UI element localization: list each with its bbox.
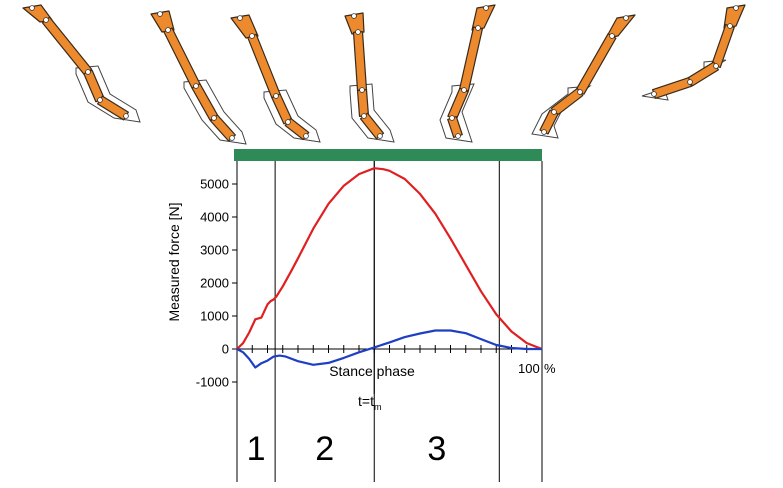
limb-pose: [150, 10, 247, 145]
joint-marker: [461, 87, 467, 93]
limb-bone: [352, 31, 368, 91]
skin-outline: [75, 65, 141, 123]
joint-marker: [733, 5, 739, 11]
stance-phase-bar: [234, 149, 542, 161]
scapula-bone: [230, 14, 259, 39]
scapula-bone: [723, 4, 746, 29]
joint-marker: [237, 15, 243, 21]
limb-bone: [83, 69, 105, 103]
scapula-bone: [605, 14, 636, 39]
joint-marker: [377, 133, 383, 139]
limb-bone: [356, 89, 370, 117]
joint-marker: [157, 11, 163, 17]
limb-bone: [575, 33, 617, 95]
limb-bone: [651, 77, 693, 99]
red-force-series: [236, 167, 543, 351]
limb-illustrations: [22, 4, 746, 145]
joint-marker: [85, 69, 91, 75]
joint-marker: [623, 15, 629, 21]
y-axis-label: Measured force [N]: [166, 202, 182, 321]
joint-marker: [449, 115, 455, 121]
joint-marker: [165, 27, 171, 33]
scapula-bone: [344, 12, 365, 35]
joint-marker: [29, 5, 35, 11]
limb-pose: [439, 4, 496, 143]
joint-marker: [273, 93, 279, 99]
phase-number: 3: [427, 430, 446, 468]
joint-marker: [351, 13, 357, 19]
joint-marker: [483, 5, 489, 11]
tm-marker-main: t=t: [358, 393, 374, 409]
joint-marker: [727, 23, 733, 29]
x-unit-label: %: [544, 361, 556, 376]
limb-pose: [344, 12, 395, 143]
phase-boundary-lines: [236, 161, 543, 482]
joint-marker: [609, 33, 615, 39]
limb-bone: [41, 16, 93, 76]
x-axis-label: Stance phase: [329, 363, 415, 379]
joint-marker: [687, 79, 693, 85]
joint-marker: [285, 119, 291, 125]
limb-bone: [459, 26, 483, 92]
limb-bone: [247, 33, 281, 99]
joint-marker: [551, 109, 557, 115]
blue-force-series: [236, 329, 542, 369]
phase-numbers: 1 2 3: [247, 430, 447, 468]
limb-bone: [711, 23, 735, 69]
joint-marker: [651, 91, 657, 97]
limb-bone: [163, 27, 201, 89]
scapula-bone: [471, 4, 496, 31]
y-tick-label: 1000: [200, 309, 229, 324]
limb-pose: [22, 4, 141, 123]
force-plot: 5000 4000 3000 2000 1000 0 -1000 1 2 3 Measured …: [166, 161, 556, 482]
joint-marker: [211, 115, 217, 121]
limb-bone: [191, 83, 219, 121]
scapula-bone: [150, 10, 175, 33]
y-tick-label: 2000: [200, 276, 229, 291]
skin-outline: [349, 83, 395, 143]
skin-outline: [263, 89, 321, 143]
limb-pose: [641, 4, 746, 101]
tm-marker-label: t=tm: [358, 393, 381, 412]
joint-marker: [455, 133, 461, 139]
joint-marker: [359, 87, 365, 93]
joint-marker: [123, 113, 129, 119]
phase-number: 2: [315, 430, 334, 468]
phase-number: 1: [247, 430, 266, 468]
force-series: [236, 167, 543, 369]
joint-marker: [475, 25, 481, 31]
joint-marker: [97, 97, 103, 103]
y-tick-label: 3000: [200, 243, 229, 258]
limb-pose: [230, 14, 321, 143]
joint-marker: [577, 89, 583, 95]
y-tick-label: 4000: [200, 210, 229, 225]
joint-marker: [43, 17, 49, 23]
joint-marker: [355, 29, 361, 35]
y-tick-label: -1000: [196, 375, 229, 390]
limb-pose: [531, 14, 636, 139]
joint-marker: [229, 135, 235, 141]
x-axis: [237, 345, 542, 353]
y-tick-label: 5000: [200, 177, 229, 192]
joint-marker: [361, 113, 367, 119]
joint-marker: [193, 83, 199, 89]
joint-marker: [249, 33, 255, 39]
joint-marker: [541, 129, 547, 135]
y-tick-label: 0: [222, 342, 229, 357]
tm-marker-sub: m: [374, 402, 382, 412]
x-end-tick-label: 100: [518, 361, 540, 376]
y-axis: 5000 4000 3000 2000 1000 0 -1000: [196, 164, 238, 390]
joint-marker: [713, 63, 719, 69]
skin-outline: [439, 83, 475, 143]
skin-outline: [183, 79, 247, 145]
joint-marker: [303, 133, 309, 139]
